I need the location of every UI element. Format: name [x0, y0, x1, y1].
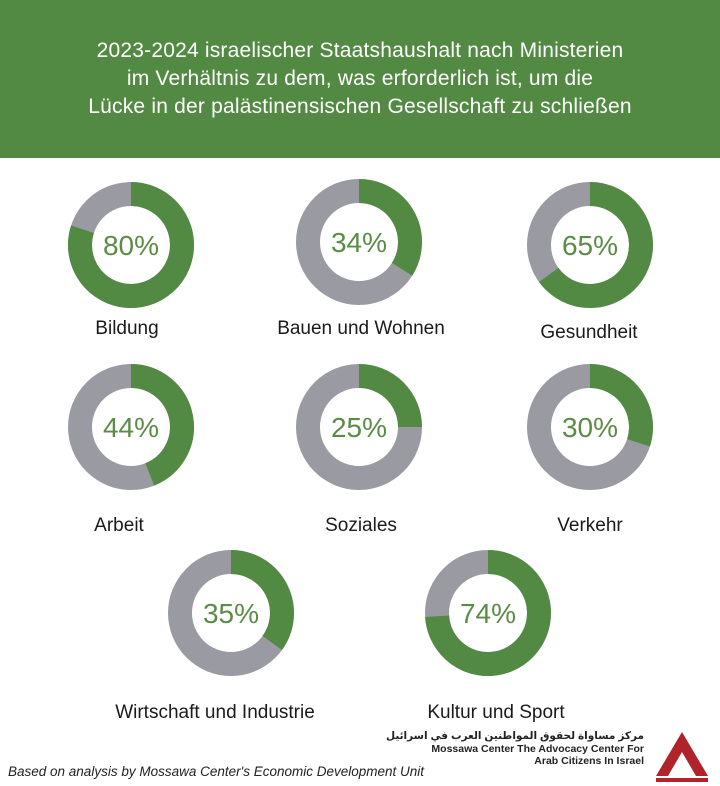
donut-percent-label-5: 25%	[331, 412, 387, 443]
logo-arabic-text: مركز مساواة لحقوق المواطنين العرب في اسر…	[385, 730, 644, 742]
donut-value-arc-8	[425, 550, 551, 676]
donut-chart-8: 74%	[401, 526, 575, 700]
donut-value-arc-2	[358, 179, 422, 276]
category-label-4: Arbeit	[94, 515, 144, 536]
donut-chart-2: 34%	[272, 155, 446, 329]
donut-chart-3: 65%	[503, 158, 677, 332]
category-label-1: Bildung	[95, 318, 159, 339]
donut-percent-label-8: 74%	[460, 598, 516, 629]
category-label-3: Gesundheit	[540, 322, 638, 343]
donut-chart-5: 25%	[272, 340, 446, 514]
donut-value-arc-4	[130, 364, 194, 486]
donut-percent-label-2: 34%	[331, 227, 387, 258]
mossawa-logo-icon	[656, 732, 708, 782]
logo-english-text: Mossawa Center The Advocacy Center For A…	[431, 743, 644, 767]
category-label-8: Kultur und Sport	[427, 702, 565, 723]
donut-value-arc-7	[230, 550, 294, 651]
logo-english-line-2: Arab Citizens In Israel	[534, 755, 644, 767]
title-line-2: im Verhältnis zu dem, was erforderlich i…	[126, 67, 594, 90]
donut-value-arc-5	[358, 364, 422, 428]
category-label-5: Soziales	[325, 515, 397, 536]
donut-value-arc-3	[539, 182, 653, 308]
donut-chart-4: 44%	[44, 340, 218, 514]
donut-percent-label-3: 65%	[562, 230, 618, 261]
category-label-2: Bauen und Wohnen	[277, 318, 445, 339]
title-line-1: 2023-2024 israelischer Staatshaushalt na…	[96, 39, 624, 62]
donut-value-arc-1	[68, 182, 194, 308]
title-line-3: Lücke in der palästinensischen Gesellsch…	[88, 95, 632, 118]
donut-chart-6: 30%	[503, 340, 677, 514]
header-banner: 2023-2024 israelischer Staatshaushalt na…	[0, 0, 720, 158]
logo-english-line-1: Mossawa Center The Advocacy Center For	[431, 743, 644, 755]
donut-value-arc-6	[589, 364, 653, 447]
mossawa-logo: مركز مساواة لحقوق المواطنين العرب في اسر…	[386, 728, 720, 786]
donut-chart-7: 35%	[144, 526, 318, 700]
category-label-7: Wirtschaft und Industrie	[115, 702, 315, 723]
donut-percent-label-4: 44%	[103, 412, 159, 443]
donut-percent-label-1: 80%	[103, 230, 159, 261]
donut-percent-label-7: 35%	[203, 598, 259, 629]
donut-chart-1: 80%	[44, 158, 218, 332]
category-label-6: Verkehr	[557, 515, 623, 536]
donut-percent-label-6: 30%	[562, 412, 618, 443]
source-note: Based on analysis by Mossawa Center's Ec…	[8, 764, 425, 779]
